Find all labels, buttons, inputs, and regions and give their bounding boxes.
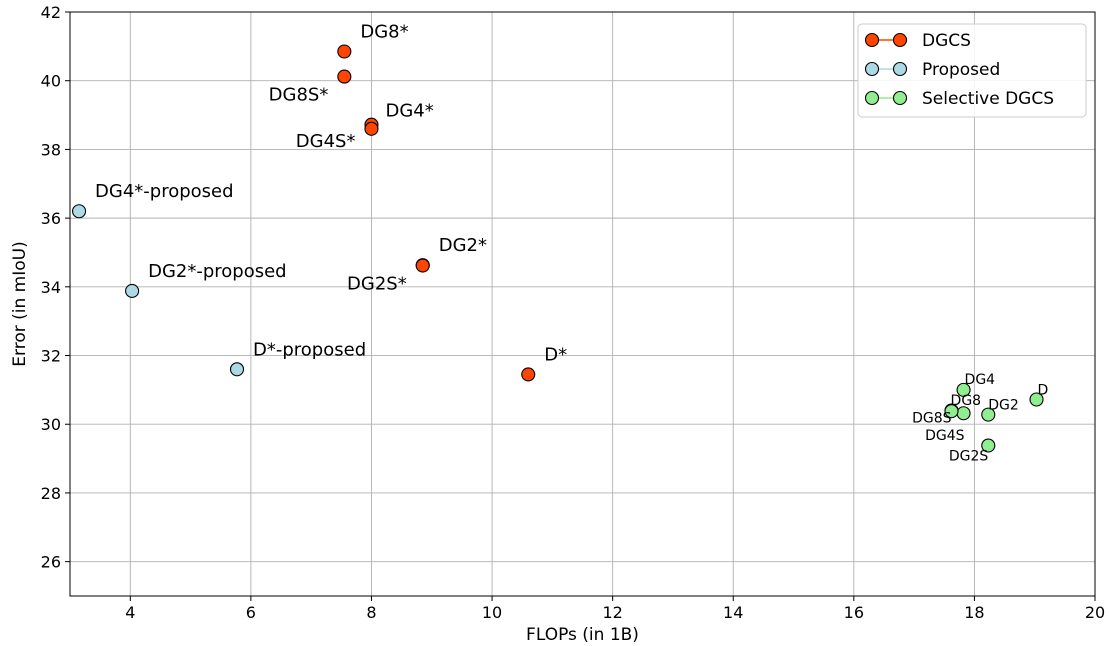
- data-label: DG4S*: [296, 131, 356, 152]
- data-label: DG8S: [912, 410, 952, 426]
- legend-marker: [864, 61, 880, 77]
- plot-frame: [69, 11, 1096, 597]
- data-point: [956, 382, 971, 397]
- data-label: DG8S*: [269, 85, 329, 106]
- x-tick-label: 12: [602, 603, 622, 622]
- data-point: [981, 438, 996, 453]
- x-axis-label: FLOPs (in 1B): [526, 625, 639, 645]
- data-label: DG2S: [949, 449, 989, 465]
- legend-marker: [892, 90, 908, 106]
- y-tick-label: 40: [41, 72, 61, 91]
- data-point: [337, 69, 352, 84]
- data-label: DG8: [951, 393, 982, 409]
- y-axis-label: Error (in mIoU): [10, 241, 30, 366]
- legend-label: Proposed: [922, 60, 1000, 80]
- data-point: [125, 283, 140, 298]
- legend: DGCS Proposed Selective DGCS: [857, 23, 1087, 118]
- data-point: [71, 204, 87, 219]
- x-tick-label: 4: [125, 603, 135, 622]
- y-tick-label: 28: [41, 484, 61, 503]
- y-tick-label: 26: [41, 553, 61, 572]
- x-tick-label: 16: [844, 603, 864, 622]
- data-label: DG4: [965, 372, 996, 388]
- data-label: DG2*-proposed: [148, 261, 287, 282]
- x-tick-label: 10: [482, 603, 502, 622]
- x-tick-label: 8: [366, 603, 376, 622]
- x-tick-label: 14: [723, 603, 743, 622]
- data-point: [337, 44, 352, 59]
- x-tick-label: 18: [964, 603, 984, 622]
- y-tick-label: 42: [41, 3, 61, 22]
- legend-marker: [892, 32, 908, 48]
- point-labels: DG8* DG8S* DG4* DG4S* DG2* DG2S* D* DG4*-propos…: [95, 22, 1048, 465]
- y-tick-label: 30: [41, 415, 61, 434]
- y-tick-label: 34: [41, 278, 61, 297]
- data-points: [71, 44, 1044, 453]
- legend-label: Selective DGCS: [922, 89, 1054, 109]
- data-point: [415, 258, 430, 273]
- legend-label: DGCS: [922, 31, 971, 51]
- legend-marker: [864, 90, 880, 106]
- axes: 4 6 8 10 12 14 16 18 20 26 28 30 32 34 36 38 40 42: [41, 3, 1106, 622]
- data-label: D: [1038, 383, 1049, 399]
- x-tick-label: 6: [246, 603, 256, 622]
- data-label: DG8*: [360, 22, 408, 43]
- data-point: [229, 362, 245, 377]
- data-label: D*: [544, 344, 567, 365]
- data-label: DG2S*: [347, 274, 407, 295]
- data-label: DG4S: [925, 428, 965, 444]
- data-label: DG2: [988, 398, 1019, 414]
- data-label: D*-proposed: [253, 339, 366, 360]
- x-tick-label: 20: [1085, 603, 1105, 622]
- legend-marker: [864, 32, 880, 48]
- y-tick-label: 32: [41, 347, 61, 366]
- data-label: DG4*-proposed: [95, 181, 234, 202]
- legend-marker: [892, 61, 908, 77]
- data-label: DG4*: [385, 101, 433, 122]
- data-point: [1029, 392, 1044, 407]
- data-point: [944, 404, 959, 419]
- y-tick-label: 38: [41, 140, 61, 159]
- data-point: [364, 121, 379, 136]
- data-point: [521, 367, 536, 382]
- data-label: DG2*: [439, 235, 487, 256]
- y-tick-label: 36: [41, 209, 61, 228]
- data-point: [981, 407, 996, 422]
- legend-box: [857, 23, 1087, 118]
